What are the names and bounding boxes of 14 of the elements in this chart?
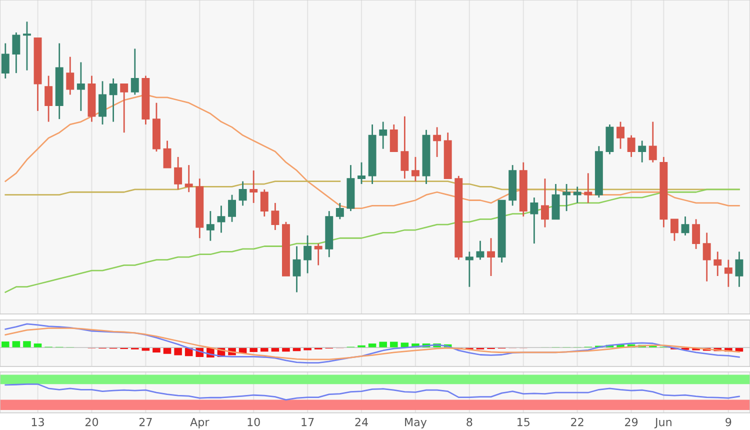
x-tick-label: 13 — [32, 418, 44, 426]
x-tick-label: 29 — [625, 418, 638, 426]
x-tick-label: 17 — [302, 418, 314, 426]
x-tick-label: 10 — [248, 418, 260, 426]
x-tick-label: Apr — [190, 418, 210, 428]
x-tick-label: May — [405, 418, 427, 428]
x-tick-label: 27 — [139, 418, 152, 426]
x-tick-label: 15 — [518, 418, 530, 426]
x-tick-label: 20 — [85, 418, 98, 426]
x-tick-label: Jun — [654, 418, 672, 428]
x-tick-label: 8 — [466, 418, 472, 426]
x-tick-label: 9 — [726, 418, 732, 426]
x-tick-label: 22 — [571, 418, 584, 426]
x-tick-label: 24 — [355, 418, 368, 426]
